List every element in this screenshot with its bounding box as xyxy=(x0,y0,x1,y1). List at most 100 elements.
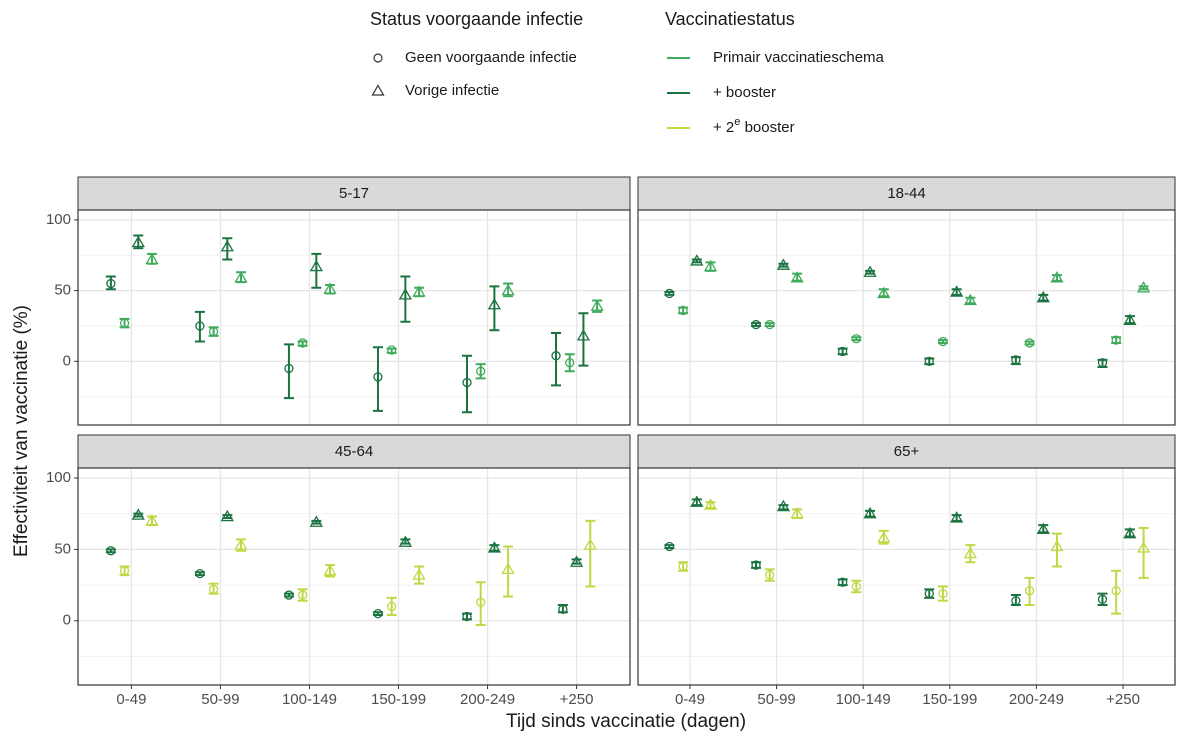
point xyxy=(1123,526,1137,539)
legend-symbol xyxy=(371,84,385,96)
strip xyxy=(77,434,631,469)
point xyxy=(234,271,248,283)
legend-superscript: e xyxy=(734,116,740,128)
point xyxy=(106,546,116,556)
panel xyxy=(638,468,1175,685)
point xyxy=(1097,358,1108,368)
error-bar xyxy=(705,501,716,509)
y-tick-label: 50 xyxy=(54,282,71,299)
point xyxy=(462,611,472,622)
point xyxy=(863,265,877,277)
x-tick-label: 200-249 xyxy=(460,691,515,708)
legend-label-part: booster xyxy=(740,119,794,136)
point xyxy=(387,601,397,612)
point xyxy=(583,538,597,550)
point xyxy=(145,514,159,526)
y-tick-label: 50 xyxy=(54,540,71,557)
error-bar xyxy=(691,498,702,507)
x-tick-label: 100-149 xyxy=(836,691,891,708)
point xyxy=(790,506,804,519)
point xyxy=(1097,594,1108,604)
point xyxy=(765,319,775,330)
point xyxy=(776,499,791,512)
error-bar xyxy=(585,519,596,588)
panel xyxy=(78,468,630,685)
error-bar xyxy=(937,585,948,602)
panel-border xyxy=(77,209,631,426)
legend-symbol xyxy=(373,53,383,63)
error-bar xyxy=(461,354,472,414)
point xyxy=(678,305,688,316)
strip xyxy=(77,176,631,211)
point xyxy=(145,252,159,265)
point xyxy=(195,321,205,331)
point xyxy=(323,282,337,294)
point xyxy=(751,560,761,570)
error-bar xyxy=(951,514,962,522)
legend-label: Vorige infectie xyxy=(405,82,499,99)
point xyxy=(938,336,948,347)
point xyxy=(195,569,205,579)
point xyxy=(462,377,472,388)
point xyxy=(877,531,891,543)
point xyxy=(106,278,116,289)
point xyxy=(863,506,877,519)
point xyxy=(501,283,515,296)
error-bar xyxy=(386,596,397,617)
error-bar xyxy=(865,509,876,518)
point xyxy=(664,288,675,299)
point xyxy=(565,358,575,368)
color-legend-title: Vaccinatiestatus xyxy=(665,9,795,29)
point xyxy=(790,271,804,283)
point xyxy=(690,495,704,507)
point xyxy=(703,259,718,272)
legend-label-part: + 2 xyxy=(713,119,734,136)
point xyxy=(476,366,486,376)
point xyxy=(765,570,775,580)
point xyxy=(476,597,486,607)
point xyxy=(776,258,791,270)
point xyxy=(1111,586,1121,596)
point xyxy=(1024,338,1035,348)
point xyxy=(1036,290,1050,303)
point xyxy=(323,563,337,576)
point xyxy=(309,515,323,527)
point xyxy=(851,581,861,592)
strip-label: 45-64 xyxy=(335,443,373,460)
legend-label: + booster xyxy=(713,84,776,101)
y-tick-label: 100 xyxy=(46,211,71,228)
legend-label: + 2e booster xyxy=(713,116,795,136)
point xyxy=(220,239,234,252)
legend-label-part: Primair vaccinatieschema xyxy=(713,49,885,66)
point xyxy=(208,327,219,337)
point xyxy=(119,566,130,576)
point xyxy=(1050,539,1064,552)
point xyxy=(590,299,604,311)
point xyxy=(576,329,591,341)
point xyxy=(1011,355,1021,365)
point xyxy=(501,562,515,575)
error-bar xyxy=(564,353,575,373)
point xyxy=(1024,586,1035,596)
x-tick-label: 100-149 xyxy=(282,691,337,708)
point xyxy=(851,334,861,344)
error-bar xyxy=(194,310,205,343)
point xyxy=(373,372,383,382)
point xyxy=(1050,271,1064,283)
point xyxy=(373,608,383,619)
point xyxy=(131,235,145,248)
point xyxy=(398,535,412,547)
x-tick-label: 200-249 xyxy=(1009,691,1064,708)
point xyxy=(284,590,294,600)
point xyxy=(208,584,219,594)
error-bar xyxy=(778,504,789,511)
strip-label: 65+ xyxy=(894,443,920,460)
point xyxy=(131,508,145,520)
error-bar xyxy=(372,346,383,412)
panel xyxy=(638,210,1175,425)
point xyxy=(309,259,323,272)
error-bar xyxy=(1138,526,1149,579)
point xyxy=(487,297,502,310)
point xyxy=(297,590,308,600)
